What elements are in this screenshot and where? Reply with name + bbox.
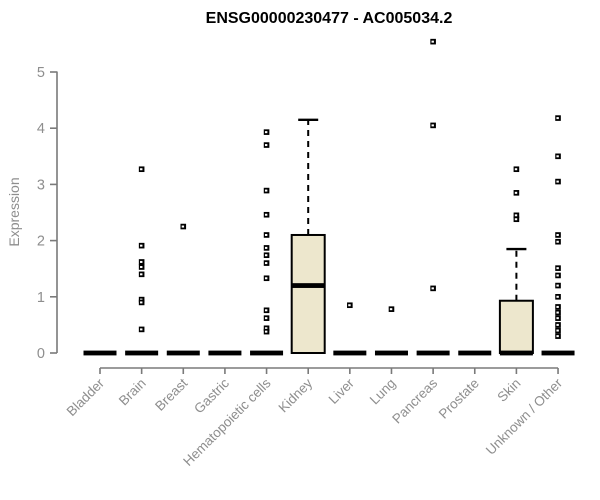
median-line bbox=[83, 350, 117, 356]
chart-title: ENSG00000230477 - AC005034.2 bbox=[205, 10, 453, 27]
median-line bbox=[291, 283, 325, 288]
outlier-point-center bbox=[264, 309, 268, 312]
outlier-point-center bbox=[264, 131, 268, 134]
x-category-label: Bladder bbox=[64, 375, 108, 419]
outlier-point-center bbox=[264, 213, 268, 216]
outlier-point-center bbox=[264, 327, 268, 330]
outlier-point-center bbox=[556, 180, 559, 183]
median-line bbox=[250, 350, 284, 356]
outlier-point-center bbox=[514, 218, 518, 221]
median-line bbox=[125, 350, 159, 356]
outlier-point-center bbox=[556, 329, 559, 332]
outlier-point-center bbox=[264, 233, 268, 236]
outlier-point-center bbox=[514, 168, 518, 171]
x-category-label: Breast bbox=[152, 375, 190, 413]
outlier-point-center bbox=[264, 254, 268, 257]
y-tick-label: 0 bbox=[37, 346, 45, 362]
outlier-point-center bbox=[431, 124, 434, 127]
x-category-label: Gastric bbox=[191, 375, 232, 416]
outlier-point-center bbox=[140, 244, 143, 247]
x-category-label: Prostate bbox=[436, 376, 482, 422]
y-tick-label: 3 bbox=[37, 177, 45, 193]
outlier-point-center bbox=[556, 323, 559, 326]
outlier-point-center bbox=[556, 284, 559, 287]
outlier-point-center bbox=[514, 214, 518, 217]
outlier-point-center bbox=[556, 267, 559, 270]
outlier-point-center bbox=[556, 295, 559, 298]
outlier-point-center bbox=[264, 262, 268, 265]
median-line bbox=[208, 350, 242, 356]
median-line bbox=[166, 350, 200, 356]
outlier-point-center bbox=[140, 168, 143, 171]
outlier-point-center bbox=[264, 189, 268, 192]
outlier-point-center bbox=[431, 287, 434, 290]
outlier-point-center bbox=[556, 335, 559, 338]
outlier-point-center bbox=[556, 155, 559, 158]
y-tick-label: 4 bbox=[37, 121, 45, 137]
outlier-point-center bbox=[140, 301, 143, 304]
median-line bbox=[499, 350, 533, 356]
outlier-point-center bbox=[556, 117, 559, 120]
x-category-label: Unknown / Other bbox=[483, 375, 566, 458]
x-category-label: Pancreas bbox=[389, 375, 440, 426]
outlier-point-center bbox=[140, 328, 143, 331]
y-tick-label: 2 bbox=[37, 234, 45, 250]
median-line bbox=[416, 350, 450, 356]
outlier-point-center bbox=[140, 260, 143, 263]
outlier-point-center bbox=[264, 246, 268, 249]
median-line bbox=[541, 350, 575, 356]
outlier-point-center bbox=[264, 144, 268, 147]
outlier-point-center bbox=[556, 305, 559, 308]
outlier-point-center bbox=[264, 317, 268, 320]
median-line bbox=[374, 350, 408, 356]
x-category-label: Skin bbox=[494, 376, 523, 405]
y-tick-label: 5 bbox=[37, 65, 45, 81]
outlier-point-center bbox=[514, 191, 518, 194]
outlier-point-center bbox=[556, 240, 559, 243]
outlier-point-center bbox=[140, 298, 143, 301]
x-category-label: Kidney bbox=[276, 375, 316, 415]
x-category-label: Liver bbox=[326, 375, 358, 407]
outlier-point-center bbox=[431, 40, 434, 43]
y-tick-label: 1 bbox=[37, 290, 45, 306]
outlier-point-center bbox=[140, 273, 143, 276]
box bbox=[498, 299, 534, 355]
outlier-point-center bbox=[264, 330, 268, 333]
y-axis-title: Expression bbox=[6, 177, 22, 247]
outlier-point-center bbox=[556, 274, 559, 277]
outlier-point-center bbox=[389, 308, 393, 311]
outlier-point-center bbox=[181, 225, 185, 228]
outlier-point-center bbox=[556, 317, 559, 320]
outlier-point-center bbox=[556, 311, 559, 314]
box bbox=[290, 233, 326, 354]
outlier-point-center bbox=[264, 277, 268, 280]
median-line bbox=[333, 350, 367, 356]
x-category-label: Brain bbox=[116, 376, 149, 409]
median-line bbox=[458, 350, 492, 356]
outlier-point-center bbox=[556, 233, 559, 236]
outlier-point-center bbox=[348, 304, 351, 307]
x-category-label: Lung bbox=[367, 376, 399, 408]
outlier-point-center bbox=[140, 266, 143, 269]
